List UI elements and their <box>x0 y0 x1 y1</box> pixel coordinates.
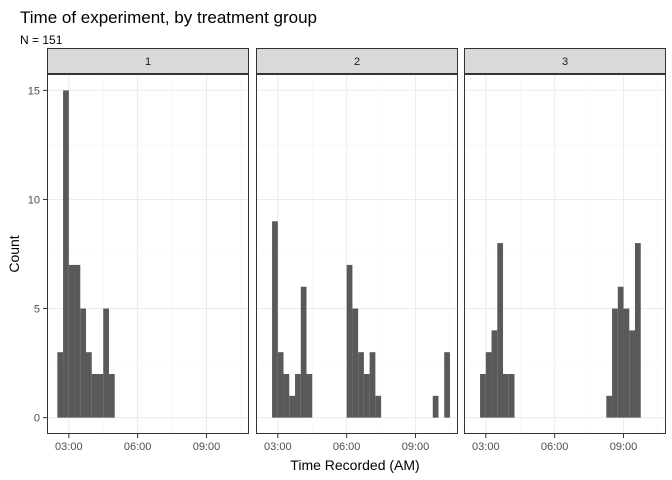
histogram-bar <box>283 374 290 418</box>
histogram-bar <box>617 286 624 418</box>
histogram-bar <box>363 374 370 418</box>
histogram-bar <box>432 395 439 418</box>
x-tick-label: 09:00 <box>402 441 430 453</box>
panel-border <box>47 74 249 434</box>
histogram-bar <box>623 308 630 418</box>
facet-strip-label: 1 <box>145 56 151 68</box>
x-tick-label: 06:00 <box>124 441 152 453</box>
x-tick-label: 09:00 <box>193 441 221 453</box>
histogram-bar <box>295 374 301 418</box>
chart-subtitle: N = 151 <box>20 33 63 47</box>
histogram-bar <box>346 264 353 418</box>
histogram-bar <box>86 352 92 418</box>
x-axes: 03:00 06:00 09:00 03:00 06:00 09:00 03:00 06:00… <box>55 434 637 453</box>
histogram-bar <box>612 308 618 418</box>
histogram-bar <box>485 352 492 418</box>
histogram-bar <box>108 374 115 418</box>
histogram-bar <box>352 308 359 418</box>
y-tick-label: 0 <box>34 413 40 425</box>
y-tick-label: 10 <box>28 194 40 206</box>
y-tick-label: 5 <box>34 304 40 316</box>
facet-strip <box>256 48 458 74</box>
y-axis-title: Count <box>6 235 22 272</box>
histogram-bar <box>57 352 64 418</box>
histogram-bar <box>277 352 284 418</box>
histogram-bar <box>68 264 75 418</box>
histogram-bar <box>74 264 81 418</box>
histogram-bar <box>375 395 382 418</box>
histogram-bar <box>503 374 509 418</box>
histogram-bar <box>358 352 364 418</box>
histogram-bar <box>497 243 504 418</box>
histogram-bar <box>103 308 109 418</box>
histogram-bar <box>629 330 636 418</box>
histogram-bar <box>480 374 486 418</box>
histogram-bar <box>508 374 515 418</box>
histogram-bar <box>91 374 98 418</box>
facet-panel-1: 1 <box>47 48 249 434</box>
histogram-bar <box>369 352 376 418</box>
facet-panels: 1 2 3 <box>47 48 666 434</box>
x-tick-label: 09:00 <box>610 441 638 453</box>
histogram-bar <box>300 286 307 418</box>
histogram-bar <box>97 374 104 418</box>
histogram-bar <box>272 221 278 418</box>
x-tick-label: 06:00 <box>541 441 569 453</box>
histogram-bar <box>289 395 296 418</box>
x-tick-label: 06:00 <box>333 441 361 453</box>
histogram-bar <box>63 90 69 418</box>
x-tick-label: 03:00 <box>472 441 500 453</box>
facet-panel-2: 2 <box>256 48 458 434</box>
panel-border <box>256 74 458 434</box>
facet-panel-3: 3 <box>464 48 666 434</box>
chart-title: Time of experiment, by treatment group <box>20 8 317 27</box>
facet-strip <box>464 48 666 74</box>
x-axis-title: Time Recorded (AM) <box>290 457 419 473</box>
y-axis: 0 5 10 15 <box>28 85 47 425</box>
y-tick-label: 15 <box>28 85 40 97</box>
histogram-bar <box>444 352 450 418</box>
histogram-bar <box>606 395 613 418</box>
histogram-bar <box>491 330 498 418</box>
x-tick-label: 03:00 <box>264 441 292 453</box>
histogram-bar <box>80 308 87 418</box>
histogram-bar <box>635 243 641 418</box>
histogram-bar <box>306 374 313 418</box>
facet-strip-label: 2 <box>354 56 360 68</box>
x-tick-label: 03:00 <box>55 441 83 453</box>
facet-strip-label: 3 <box>562 56 568 68</box>
panel-border <box>464 74 666 434</box>
facet-strip <box>47 48 249 74</box>
